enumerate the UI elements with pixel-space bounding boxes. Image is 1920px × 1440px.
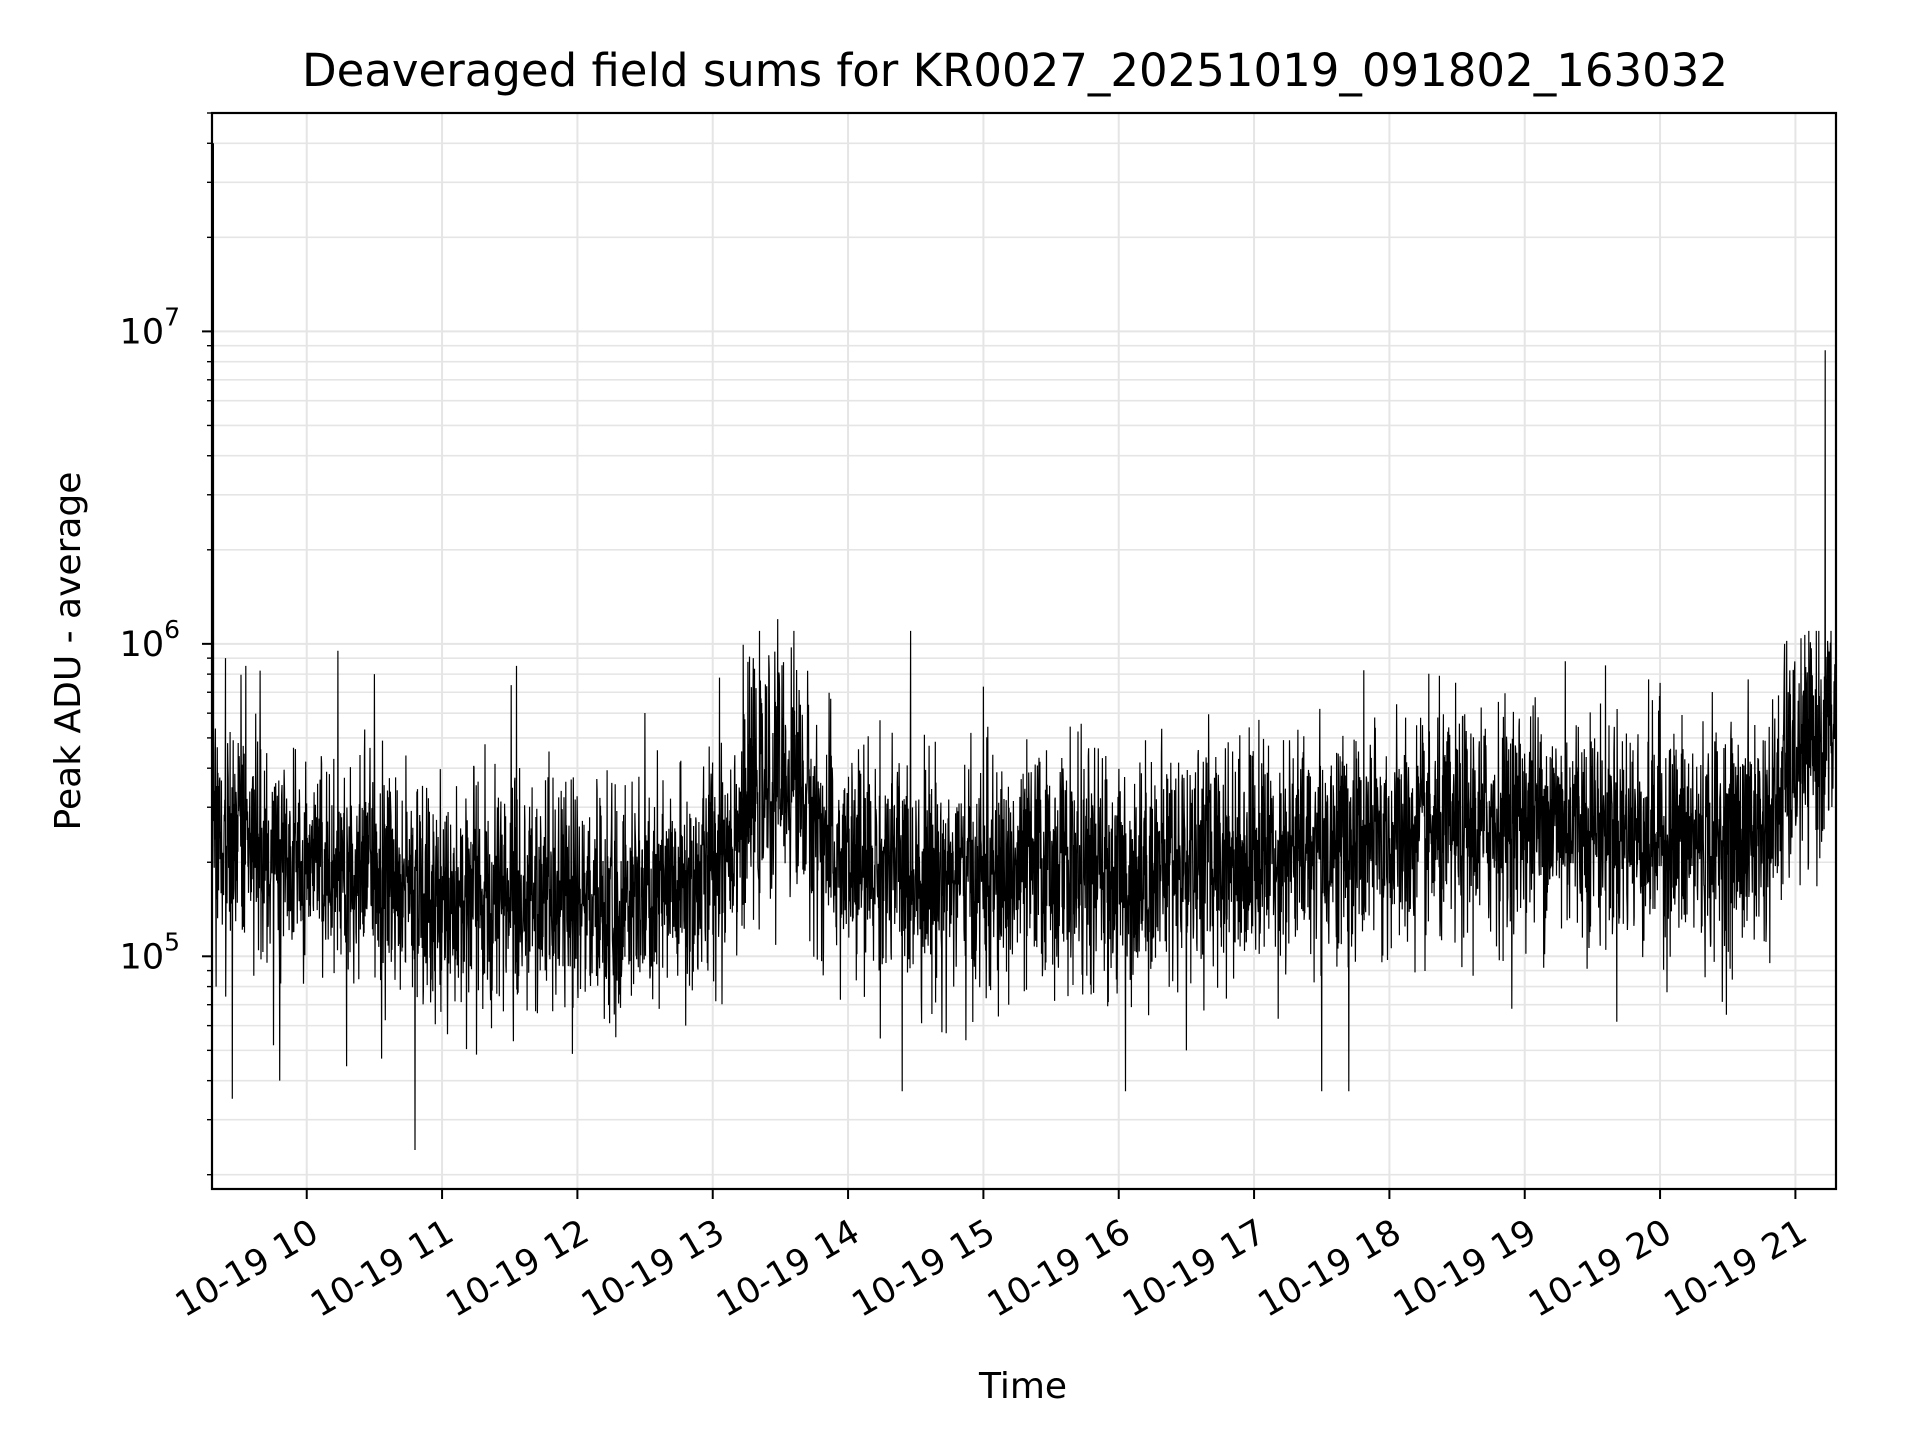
y-axis-label: Peak ADU - average — [48, 472, 89, 831]
axis-ticks — [202, 112, 1797, 1199]
y-tick-base: 10 — [120, 937, 165, 977]
chart-title: Deaveraged field sums for KR0027_2025101… — [302, 44, 1728, 97]
y-tick-label: 107 — [120, 302, 180, 352]
y-tick-base: 10 — [120, 625, 165, 665]
series-line-deaveraged-field-sums — [211, 143, 1837, 1151]
plot-frame — [210, 111, 1838, 1191]
y-tick-exponent: 7 — [164, 302, 180, 331]
x-axis-label: Time — [978, 1366, 1067, 1407]
y-tick-label: 105 — [120, 927, 180, 977]
y-tick-exponent: 6 — [164, 615, 180, 644]
y-tick-exponent: 5 — [164, 927, 180, 956]
series-layer — [211, 143, 1837, 1151]
y-tick-label: 106 — [120, 615, 180, 665]
y-tick-base: 10 — [120, 312, 165, 352]
